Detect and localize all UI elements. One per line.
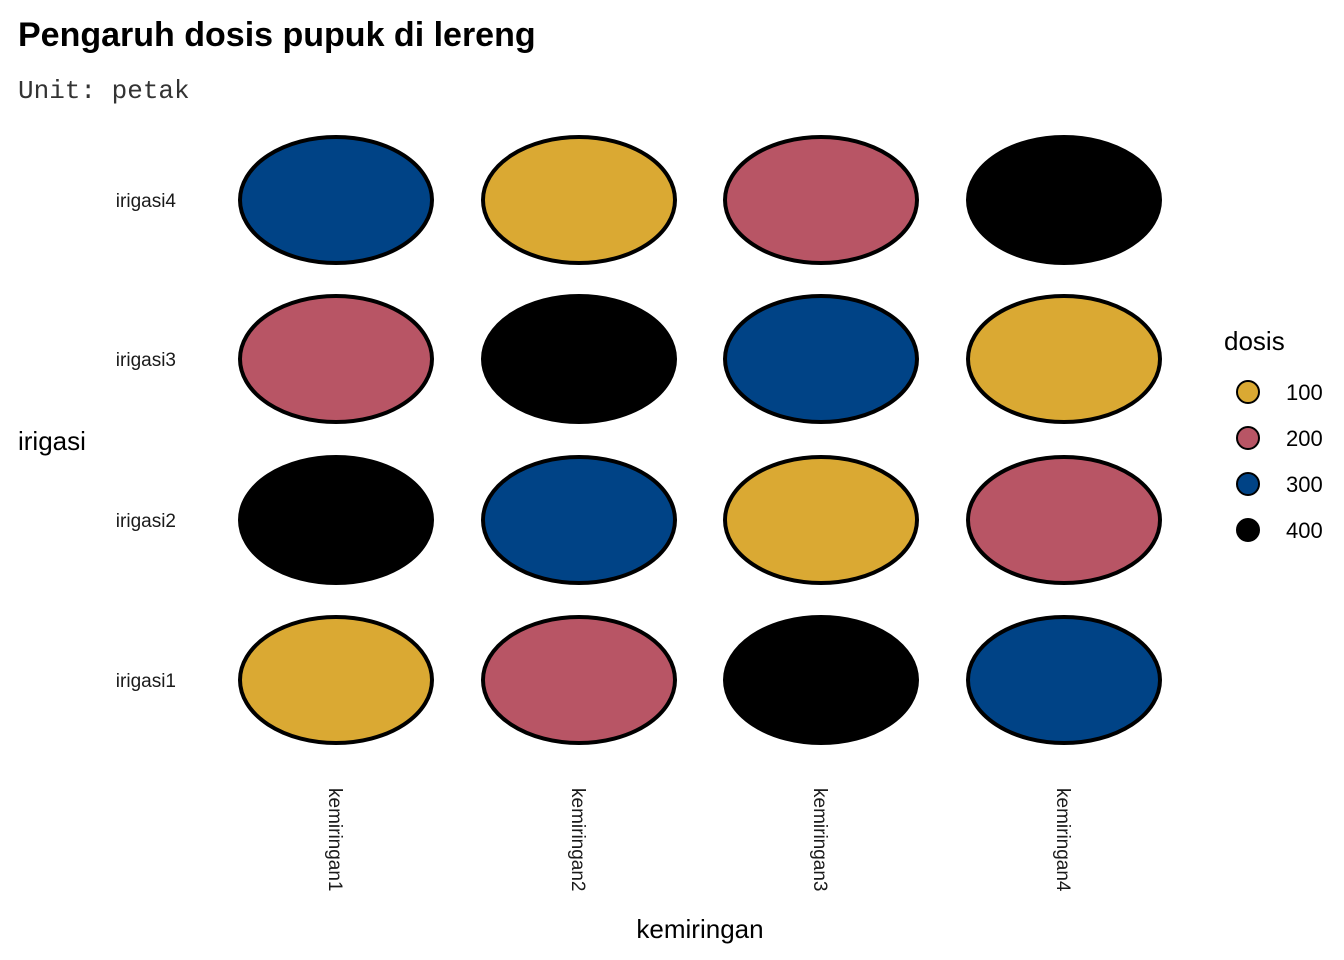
- legend: dosis 100 200 300 400: [1224, 326, 1323, 543]
- legend-key: [1236, 380, 1260, 404]
- legend-entries: 100 200 300 400: [1236, 380, 1323, 543]
- legend-label: 100: [1286, 380, 1323, 405]
- legend-key: [1236, 472, 1260, 496]
- cell-kemiringan2-irigasi1: [481, 615, 677, 745]
- legend-key: [1236, 518, 1260, 542]
- cell-kemiringan1-irigasi2: [238, 455, 434, 585]
- legend-key: [1236, 426, 1260, 450]
- legend-title: dosis: [1224, 326, 1285, 356]
- cell-kemiringan1-irigasi1: [238, 615, 434, 745]
- x-axis-title: kemiringan: [636, 914, 763, 944]
- cell-kemiringan4-irigasi3: [966, 294, 1162, 424]
- cell-kemiringan2-irigasi4: [481, 135, 677, 265]
- x-tick-label: kemiringan4: [1052, 788, 1073, 892]
- cell-kemiringan4-irigasi1: [966, 615, 1162, 745]
- cell-kemiringan4-irigasi2: [966, 455, 1162, 585]
- chart-subtitle: Unit: petak: [18, 76, 190, 106]
- y-axis-ticks: irigasi1 irigasi2 irigasi3 irigasi4: [116, 191, 177, 692]
- cell-kemiringan3-irigasi4: [723, 135, 919, 265]
- cell-kemiringan2-irigasi2: [481, 455, 677, 585]
- cell-kemiringan3-irigasi1: [723, 615, 919, 745]
- y-tick-label: irigasi2: [116, 511, 176, 532]
- cell-kemiringan3-irigasi2: [723, 455, 919, 585]
- cell-kemiringan2-irigasi3: [481, 294, 677, 424]
- cell-kemiringan1-irigasi4: [238, 135, 434, 265]
- legend-label: 400: [1286, 518, 1323, 543]
- y-tick-label: irigasi4: [116, 191, 177, 212]
- plot-area: [238, 135, 1162, 745]
- x-tick-label: kemiringan3: [809, 788, 830, 892]
- cell-kemiringan1-irigasi3: [238, 294, 434, 424]
- y-tick-label: irigasi3: [116, 350, 176, 371]
- legend-label: 300: [1286, 472, 1323, 497]
- x-tick-label: kemiringan1: [324, 788, 345, 892]
- y-axis-title: irigasi: [18, 426, 86, 456]
- y-tick-label: irigasi1: [116, 671, 176, 692]
- x-tick-label: kemiringan2: [567, 788, 588, 892]
- x-axis-ticks: kemiringan1 kemiringan2 kemiringan3 kemirin…: [324, 788, 1073, 892]
- cell-kemiringan3-irigasi3: [723, 294, 919, 424]
- chart-title: Pengaruh dosis pupuk di lereng: [18, 16, 536, 54]
- legend-label: 200: [1286, 426, 1323, 451]
- cell-kemiringan4-irigasi4: [966, 135, 1162, 265]
